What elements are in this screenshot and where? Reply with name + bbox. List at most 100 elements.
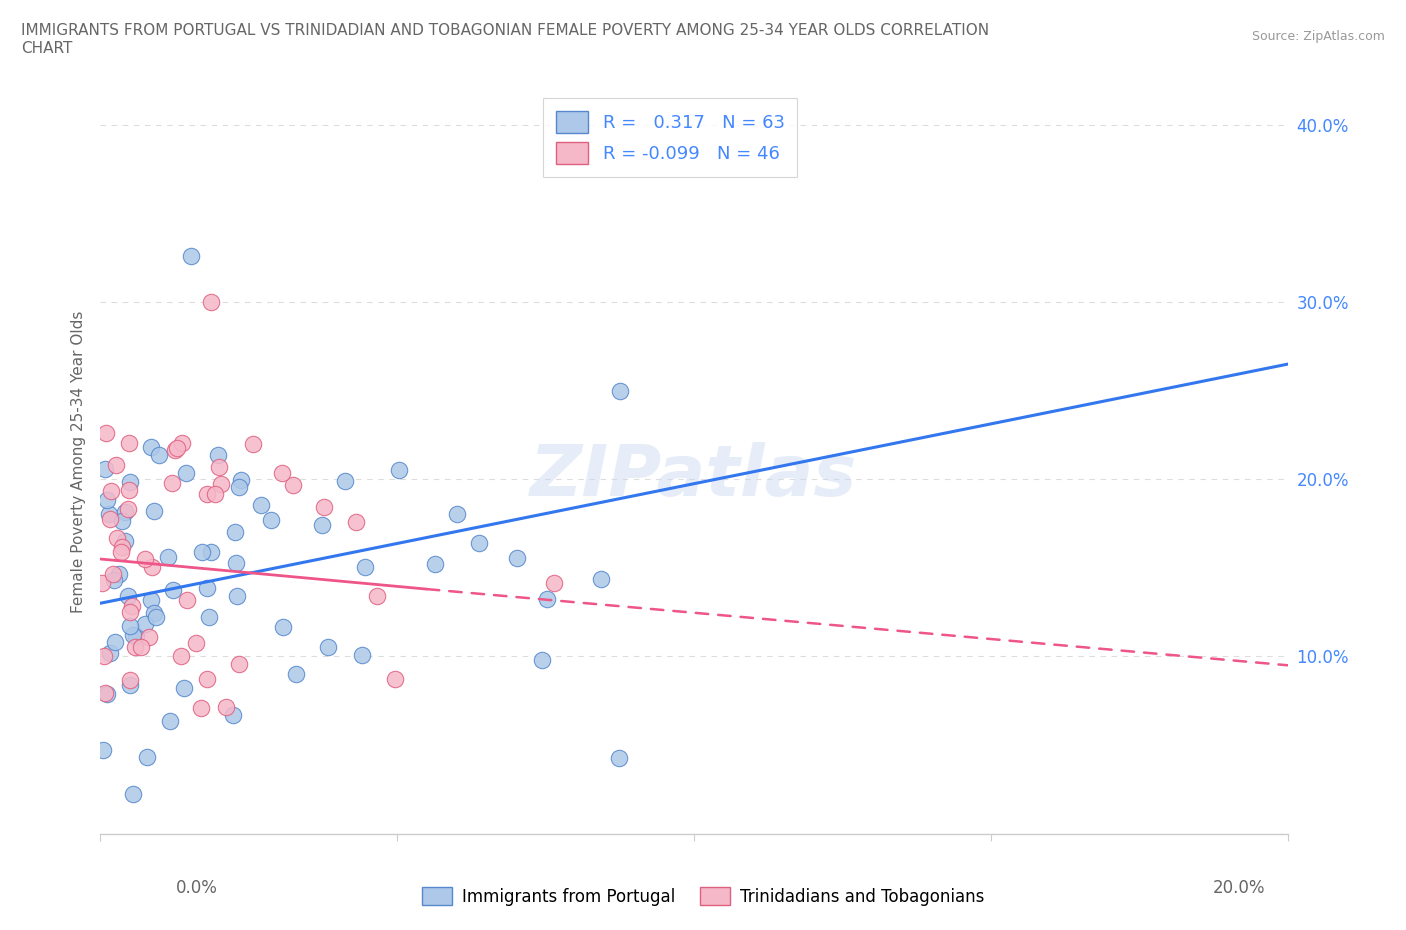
Point (118, 604, 141, 619)
Point (141, 440, 163, 455)
Point (94, 425, 117, 440)
Point (195, 580, 218, 595)
Point (96, 493, 118, 508)
Point (195, 671, 218, 686)
Point (131, 640, 153, 655)
Point (530, 653, 553, 668)
Point (163, 442, 186, 457)
Point (344, 514, 367, 529)
Point (366, 589, 388, 604)
Point (114, 504, 136, 519)
Point (141, 560, 163, 575)
Point (90, 575, 112, 590)
Point (94, 461, 117, 476)
Legend: R =   0.317   N = 63, R = -0.099   N = 46: R = 0.317 N = 63, R = -0.099 N = 46 (543, 99, 797, 177)
Point (136, 750, 159, 764)
Point (96, 686, 118, 701)
Text: 20.0%: 20.0% (1213, 879, 1265, 897)
Point (190, 545, 212, 560)
Point (228, 480, 250, 495)
Point (118, 475, 141, 490)
Point (260, 512, 283, 527)
Point (284, 667, 307, 682)
Point (118, 672, 141, 687)
Point (198, 610, 221, 625)
Point (104, 458, 127, 472)
Point (170, 649, 193, 664)
Point (138, 630, 160, 644)
Point (384, 671, 406, 686)
Point (162, 583, 184, 598)
Point (352, 647, 374, 662)
Point (229, 472, 252, 487)
Point (271, 619, 294, 634)
Point (159, 713, 181, 728)
Point (91, 742, 114, 757)
Point (314, 499, 336, 514)
Point (270, 466, 292, 481)
Text: IMMIGRANTS FROM PORTUGAL VS TRINIDADIAN AND TOBAGONIAN FEMALE POVERTY AMONG 25-3: IMMIGRANTS FROM PORTUGAL VS TRINIDADIAN … (21, 23, 990, 56)
Point (335, 474, 357, 489)
Point (242, 436, 264, 451)
Point (446, 507, 468, 522)
Point (134, 551, 156, 566)
Point (225, 555, 247, 570)
Point (122, 628, 145, 643)
Point (200, 295, 222, 310)
Point (190, 701, 212, 716)
Point (118, 483, 141, 498)
Point (105, 531, 128, 546)
Point (117, 501, 139, 516)
Point (98, 646, 121, 661)
Point (121, 599, 143, 614)
Point (589, 572, 612, 587)
Point (197, 486, 219, 501)
Point (121, 787, 143, 802)
Point (174, 466, 197, 481)
Text: Source: ZipAtlas.com: Source: ZipAtlas.com (1251, 30, 1385, 43)
Point (607, 751, 630, 765)
Point (141, 593, 163, 608)
Point (281, 477, 304, 492)
Point (134, 617, 156, 631)
Point (311, 518, 333, 533)
Point (103, 572, 125, 587)
Point (208, 460, 231, 475)
Point (536, 591, 558, 606)
Point (120, 677, 142, 692)
Point (173, 680, 195, 695)
Point (184, 635, 207, 650)
Point (176, 592, 198, 607)
Point (166, 441, 188, 456)
Point (172, 435, 194, 450)
Text: ZIPatlas: ZIPatlas (530, 442, 858, 511)
Point (505, 551, 527, 565)
Text: 0.0%: 0.0% (176, 879, 218, 897)
Point (180, 249, 202, 264)
Point (318, 640, 340, 655)
Point (98, 507, 121, 522)
Point (160, 475, 183, 490)
Point (98, 512, 121, 526)
Point (108, 567, 131, 582)
Point (609, 384, 631, 399)
Point (388, 462, 411, 477)
Point (110, 544, 132, 559)
Point (200, 545, 222, 560)
Point (207, 448, 229, 463)
Point (100, 484, 122, 498)
Point (111, 513, 134, 528)
Point (145, 610, 167, 625)
Point (143, 504, 166, 519)
Point (224, 525, 246, 539)
Point (93, 648, 115, 663)
Point (543, 575, 565, 590)
Point (104, 634, 127, 649)
Point (117, 589, 139, 604)
Point (209, 477, 232, 492)
Point (156, 550, 179, 565)
Point (250, 498, 273, 512)
Point (225, 589, 247, 604)
Point (124, 639, 146, 654)
Point (204, 486, 226, 501)
